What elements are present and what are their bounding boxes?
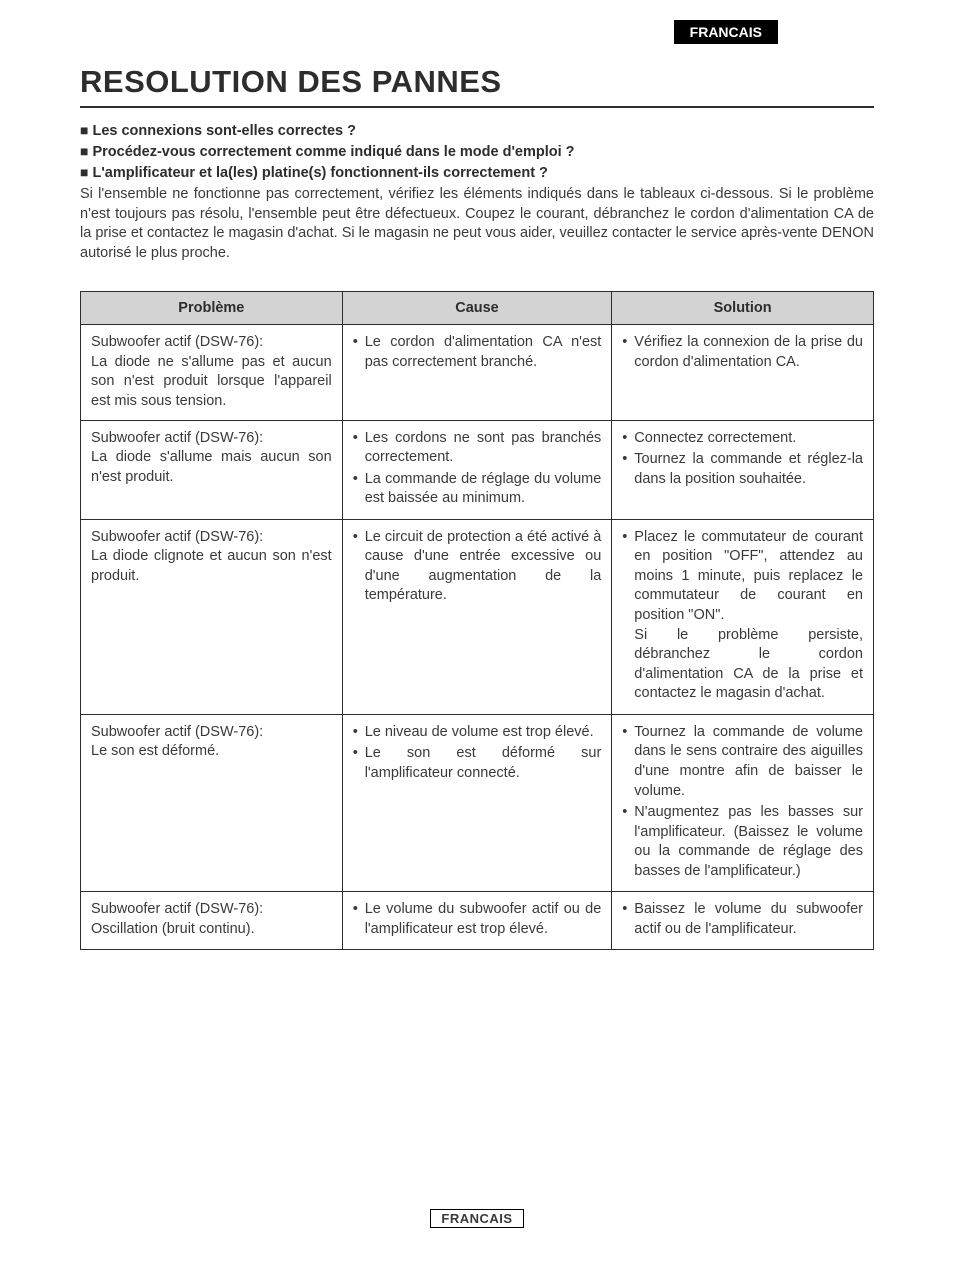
troubleshooting-table: Problème Cause Solution Subwoofer actif … — [80, 291, 874, 950]
table-row: Subwoofer actif (DSW-76):La diode cligno… — [81, 519, 874, 714]
check-text: L'amplificateur et la(les) platine(s) fo… — [92, 165, 547, 181]
check-item: ■L'amplificateur et la(les) platine(s) f… — [80, 164, 874, 181]
cell-cause: Les cordons ne sont pas branchés correct… — [342, 420, 612, 519]
intro-paragraph: Si l'ensemble ne fonctionne pas correcte… — [80, 185, 874, 263]
square-bullet-icon: ■ — [80, 164, 88, 180]
cause-item: Le cordon d'alimentation CA n'est pas co… — [353, 333, 602, 372]
checklist: ■Les connexions sont-elles correctes ? ■… — [80, 122, 874, 181]
check-item: ■Procédez-vous correctement comme indiqu… — [80, 143, 874, 160]
cause-item: La commande de réglage du volume est bai… — [353, 470, 602, 509]
check-item: ■Les connexions sont-elles correctes ? — [80, 122, 874, 139]
cell-solution: Connectez correctement.Tournez la comman… — [612, 420, 874, 519]
cell-cause: Le niveau de volume est trop élevé.Le so… — [342, 714, 612, 892]
solution-item: Baissez le volume du subwoofer actif ou … — [622, 900, 863, 939]
check-text: Procédez-vous correctement comme indiqué… — [92, 144, 574, 160]
solution-item: Tournez la commande de volume dans le se… — [622, 723, 863, 801]
solution-item: N'augmentez pas les basses sur l'amplifi… — [622, 803, 863, 881]
cause-item: Les cordons ne sont pas branchés correct… — [353, 429, 602, 468]
table-row: Subwoofer actif (DSW-76):Oscillation (br… — [81, 892, 874, 950]
cell-problem: Subwoofer actif (DSW-76):La diode s'allu… — [81, 420, 343, 519]
cell-solution: Baissez le volume du subwoofer actif ou … — [612, 892, 874, 950]
cell-problem: Subwoofer actif (DSW-76):La diode cligno… — [81, 519, 343, 714]
cell-problem: Subwoofer actif (DSW-76):La diode ne s'a… — [81, 325, 343, 420]
table-header-row: Problème Cause Solution — [81, 292, 874, 325]
solution-item: Placez le commutateur de courant en posi… — [622, 528, 863, 704]
cause-item: Le niveau de volume est trop élevé. — [353, 723, 602, 743]
cell-solution: Placez le commutateur de courant en posi… — [612, 519, 874, 714]
cause-item: Le circuit de protection a été activé à … — [353, 528, 602, 606]
language-badge-bottom-wrap: FRANCAIS — [80, 1210, 874, 1228]
cell-solution: Tournez la commande de volume dans le se… — [612, 714, 874, 892]
language-badge-top: FRANCAIS — [674, 20, 778, 44]
table-body: Subwoofer actif (DSW-76):La diode ne s'a… — [81, 325, 874, 950]
square-bullet-icon: ■ — [80, 122, 88, 138]
cell-cause: Le volume du subwoofer actif ou de l'amp… — [342, 892, 612, 950]
title-rule — [80, 106, 874, 108]
header-problem: Problème — [81, 292, 343, 325]
cell-problem: Subwoofer actif (DSW-76):Oscillation (br… — [81, 892, 343, 950]
cell-cause: Le circuit de protection a été activé à … — [342, 519, 612, 714]
solution-item: Connectez correctement. — [622, 429, 863, 449]
table-row: Subwoofer actif (DSW-76):La diode ne s'a… — [81, 325, 874, 420]
page-content: RESOLUTION DES PANNES ■Les connexions so… — [0, 0, 954, 1268]
table-row: Subwoofer actif (DSW-76):La diode s'allu… — [81, 420, 874, 519]
cause-item: Le volume du subwoofer actif ou de l'amp… — [353, 900, 602, 939]
language-badge-bottom: FRANCAIS — [430, 1209, 523, 1228]
cell-solution: Vérifiez la connexion de la prise du cor… — [612, 325, 874, 420]
cell-cause: Le cordon d'alimentation CA n'est pas co… — [342, 325, 612, 420]
check-text: Les connexions sont-elles correctes ? — [92, 123, 356, 139]
cause-item: Le son est déformé sur l'amplificateur c… — [353, 744, 602, 783]
solution-item: Tournez la commande et réglez-la dans la… — [622, 450, 863, 489]
page-title: RESOLUTION DES PANNES — [80, 64, 874, 100]
header-solution: Solution — [612, 292, 874, 325]
cell-problem: Subwoofer actif (DSW-76):Le son est défo… — [81, 714, 343, 892]
header-cause: Cause — [342, 292, 612, 325]
square-bullet-icon: ■ — [80, 143, 88, 159]
table-row: Subwoofer actif (DSW-76):Le son est défo… — [81, 714, 874, 892]
solution-item: Vérifiez la connexion de la prise du cor… — [622, 333, 863, 372]
